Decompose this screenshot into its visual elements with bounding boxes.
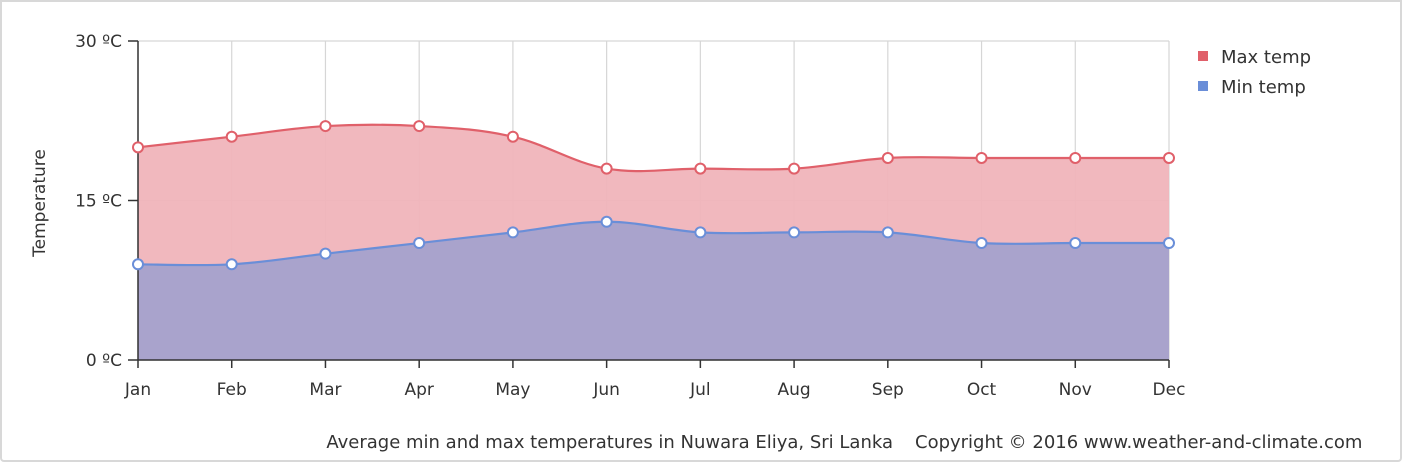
max-temp-point <box>1069 151 1082 164</box>
min-temp-line <box>137 220 1169 267</box>
max-temp-point <box>975 151 988 164</box>
min-temp-point <box>506 226 519 239</box>
min-temp-point <box>694 226 707 239</box>
max-temp-point <box>132 141 144 154</box>
x-tick-label: Mar <box>309 380 341 400</box>
area-series <box>137 123 1169 360</box>
min-temp-point <box>1163 237 1175 250</box>
chart-caption: Average min and max temperatures in Nuwa… <box>326 432 893 453</box>
max-temp-point <box>319 120 332 133</box>
x-tick-label: Sep <box>872 380 904 400</box>
max-temp-point <box>788 162 801 175</box>
x-tick-label: Oct <box>967 380 997 400</box>
y-tick-label: 0 ºC <box>86 351 122 371</box>
min-temp-point <box>975 237 988 250</box>
x-tick-label: May <box>495 380 530 400</box>
x-tick-label: Nov <box>1059 380 1092 400</box>
max-temp-point <box>225 130 238 143</box>
x-tick-label: Apr <box>404 380 433 400</box>
min-temp-point <box>1069 237 1082 250</box>
min-temp-point <box>788 226 801 239</box>
y-tick-label: 15 ºC <box>75 192 122 212</box>
max-temp-point <box>1163 151 1175 164</box>
y-axis-title: Temperature <box>30 149 50 258</box>
y-tick-label: 30 ºC <box>75 32 122 52</box>
x-tick-label: Dec <box>1153 380 1186 400</box>
max-temp-point <box>506 130 519 143</box>
x-tick-label: Jan <box>124 380 151 400</box>
legend-swatch-min <box>1198 81 1208 91</box>
data-points <box>132 120 1175 271</box>
x-tick-label: Jun <box>592 380 620 400</box>
x-tick-label: Jul <box>689 380 711 400</box>
max-temp-point <box>694 162 707 175</box>
min-temp-point <box>319 247 332 260</box>
max-temp-point <box>600 162 613 175</box>
min-temp-point <box>225 258 238 271</box>
x-tick-label: Feb <box>217 380 247 400</box>
max-temp-point <box>881 151 894 164</box>
min-temp-point <box>132 258 144 271</box>
legend-swatch-max <box>1198 51 1208 61</box>
tick-labels: 0 ºC 15 ºC 30 ºC Jan Feb Mar Apr May Jun Jul Aug Se… <box>75 32 1185 400</box>
legend: Max temp Min temp <box>1198 47 1311 98</box>
min-temp-point <box>413 237 426 250</box>
min-temp-point <box>600 215 613 228</box>
min-temp-area <box>138 221 1169 360</box>
legend-label-max: Max temp <box>1221 47 1311 68</box>
max-temp-line <box>137 123 1169 173</box>
axes <box>128 40 1170 368</box>
max-temp-point <box>413 120 426 133</box>
legend-label-min: Min temp <box>1221 77 1306 98</box>
x-tick-label: Aug <box>777 380 810 400</box>
min-temp-point <box>881 226 894 239</box>
copyright-text: Copyright © 2016 www.weather-and-climate… <box>915 432 1362 453</box>
